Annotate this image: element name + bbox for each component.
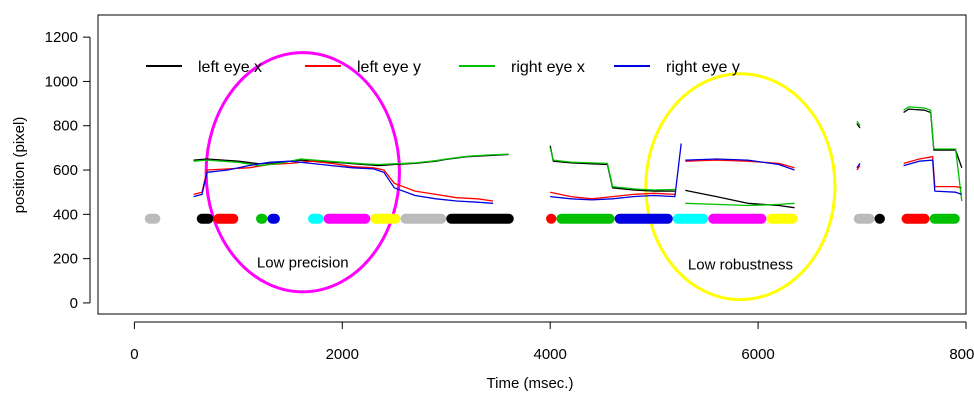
x-tick-label: 2000 (326, 346, 359, 363)
y-tick-label: 1200 (45, 29, 78, 46)
series-line-right-eye-x (549, 147, 675, 191)
annotation-circle-1 (644, 72, 837, 302)
x-tick-label: 6000 (741, 346, 774, 363)
annotation-label-low-robustness: Low robustness (688, 257, 793, 274)
series-line-right-eye-y (550, 143, 682, 201)
series-line-right-eye-y (685, 158, 795, 171)
y-tick-label: 1000 (45, 73, 78, 90)
series-line-right-eye-x (685, 202, 795, 207)
plot-frame (97, 14, 967, 315)
series-line-right-eye-y (903, 159, 963, 196)
y-tick-label: 200 (53, 251, 78, 268)
series-line-left-eye-y (685, 159, 795, 169)
legend-label: right eye y (666, 59, 740, 76)
y-tick-label: 800 (53, 118, 78, 135)
series-line-left-eye-x (685, 189, 795, 209)
x-tick-label: 4000 (534, 346, 567, 363)
series-line-right-eye-y (856, 163, 861, 169)
series-line-right-eye-x (903, 106, 963, 202)
series-line-left-eye-x (856, 123, 861, 129)
y-tick-label: 600 (53, 162, 78, 179)
x-tick-label: 0 (130, 346, 138, 363)
series-line-left-eye-y (193, 160, 494, 202)
legend: left eye x left eye y right eye x right eye… (146, 59, 740, 76)
y-axis-title: position (pixel) (11, 117, 28, 214)
y-tick-label: 0 (70, 295, 78, 312)
series-line-group (193, 106, 963, 209)
series-line-left-eye-y (856, 165, 861, 171)
legend-label: left eye y (357, 59, 421, 76)
legend-label: left eye x (198, 59, 262, 76)
annotation-label-low-precision: Low precision (257, 254, 349, 271)
y-tick-label: 400 (53, 206, 78, 223)
x-axis-title: Time (msec.) (487, 375, 574, 392)
series-line-left-eye-y (550, 191, 675, 200)
series-line-right-eye-x (856, 120, 861, 127)
legend-label: right eye x (511, 59, 585, 76)
series-line-right-eye-y (193, 160, 494, 204)
y-axis: 0 200 400 600 800 1000 1200 (45, 29, 91, 312)
series-line-left-eye-x (193, 153, 509, 167)
